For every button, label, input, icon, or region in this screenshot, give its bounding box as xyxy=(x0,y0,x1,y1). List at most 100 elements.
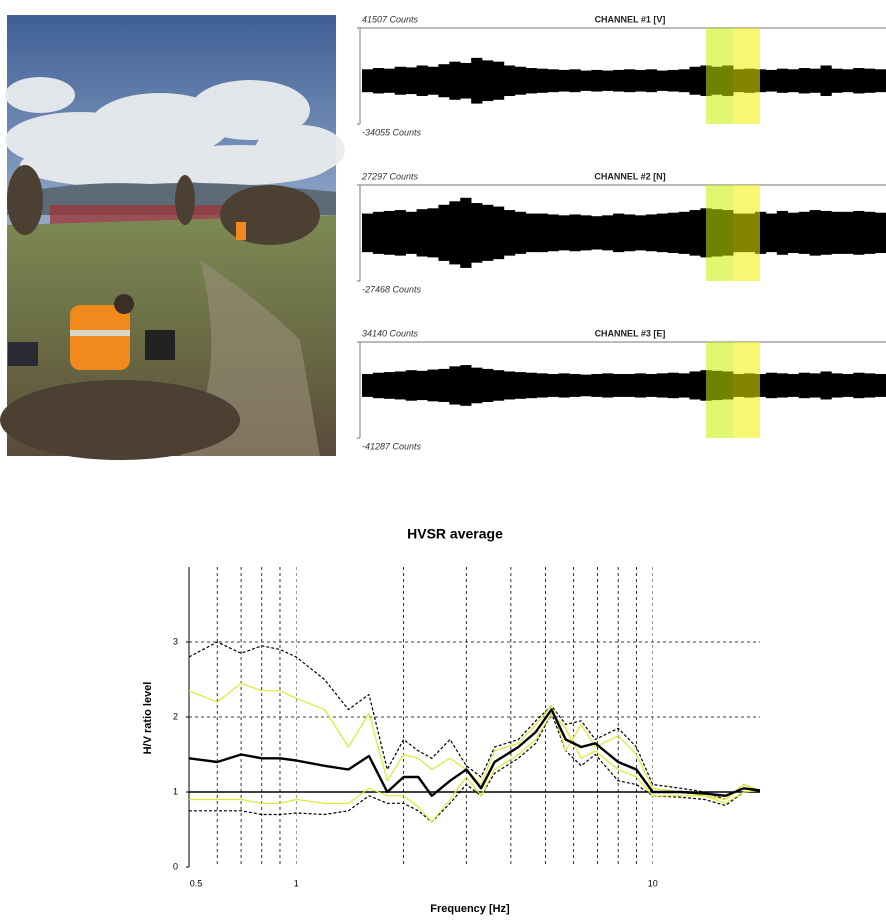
amplitude xyxy=(526,68,537,93)
amplitude xyxy=(559,215,570,250)
amplitude xyxy=(417,65,428,95)
amplitude xyxy=(471,58,482,104)
amplitude xyxy=(526,373,537,398)
amplitude xyxy=(646,214,657,251)
hvsr-chart: HVSR averageFrequency [Hz]H/V ratio leve… xyxy=(142,526,760,915)
amplitude xyxy=(417,371,428,400)
amplitude xyxy=(580,71,591,91)
amplitude xyxy=(362,69,373,92)
hvsr-curve xyxy=(189,710,760,796)
amplitude xyxy=(875,374,886,397)
window-highlight xyxy=(733,342,760,438)
amplitude xyxy=(668,70,679,92)
figure: CHANNEL #1 [V]41507 Counts-34055 CountsC… xyxy=(0,0,886,916)
amplitude xyxy=(777,211,788,255)
amplitude xyxy=(635,70,646,92)
amplitude xyxy=(679,212,690,254)
amplitude xyxy=(864,373,875,397)
amplitude xyxy=(537,373,548,397)
amplitude xyxy=(548,374,559,397)
amplitude xyxy=(438,369,449,402)
amplitude xyxy=(515,67,526,95)
amplitude xyxy=(799,68,810,93)
amplitude xyxy=(526,214,537,253)
amplitude xyxy=(679,373,690,397)
amplitude xyxy=(569,374,580,397)
amplitude xyxy=(821,211,832,255)
window-highlight xyxy=(706,28,733,124)
y-tick-label: -41287 Counts xyxy=(362,441,422,451)
amplitude xyxy=(788,69,799,92)
amplitude xyxy=(515,372,526,399)
amplitude xyxy=(766,70,777,92)
amplitude xyxy=(384,211,395,255)
amplitude xyxy=(646,69,657,92)
amplitude xyxy=(831,69,842,93)
amplitude xyxy=(417,209,428,256)
amplitude xyxy=(635,215,646,250)
amplitude xyxy=(395,67,406,95)
amplitude xyxy=(449,201,460,264)
amplitude xyxy=(875,69,886,92)
amplitude xyxy=(810,210,821,256)
window-highlight xyxy=(733,185,760,281)
amplitude xyxy=(504,210,515,256)
channel-title: CHANNEL #2 [N] xyxy=(594,171,665,181)
amplitude xyxy=(482,205,493,261)
amplitude xyxy=(602,373,613,397)
amplitude xyxy=(613,374,624,397)
operator-far xyxy=(236,222,246,240)
amplitude xyxy=(580,215,591,250)
y-tick-label: 41507 Counts xyxy=(362,14,419,24)
amplitude xyxy=(679,69,690,92)
amplitude xyxy=(559,373,570,397)
amplitude xyxy=(657,71,668,91)
site-photo xyxy=(0,15,345,460)
amplitude xyxy=(373,212,384,254)
hvsr-curve xyxy=(189,683,760,799)
amplitude xyxy=(842,374,853,397)
x-tick-label: 1 xyxy=(294,878,299,888)
window-highlight xyxy=(706,185,733,281)
y-tick-label: 34140 Counts xyxy=(362,328,419,338)
amplitude xyxy=(602,71,613,91)
amplitude xyxy=(428,208,439,257)
amplitude xyxy=(810,373,821,397)
amplitude xyxy=(853,373,864,398)
amplitude xyxy=(646,374,657,397)
amplitude xyxy=(842,69,853,92)
window-highlight xyxy=(733,28,760,124)
amplitude xyxy=(471,368,482,404)
amplitude xyxy=(438,64,449,97)
y-tick-label: -27468 Counts xyxy=(362,284,422,294)
amplitude xyxy=(690,210,701,256)
channel-title: CHANNEL #3 [E] xyxy=(595,328,666,338)
amplitude xyxy=(864,69,875,93)
amplitude xyxy=(548,69,559,92)
amplitude xyxy=(613,70,624,92)
amplitude xyxy=(362,214,373,253)
amplitude xyxy=(373,68,384,93)
amplitude xyxy=(875,213,886,253)
amplitude xyxy=(449,366,460,404)
amplitude xyxy=(460,63,471,99)
amplitude xyxy=(842,212,853,254)
amplitude xyxy=(569,214,580,251)
amplitude xyxy=(602,215,613,250)
hvsr-curve xyxy=(189,713,760,822)
amplitude xyxy=(624,69,635,92)
y-tick-label: 1 xyxy=(173,786,178,796)
y-tick-label: -34055 Counts xyxy=(362,127,422,137)
amplitude xyxy=(395,371,406,399)
amplitude xyxy=(821,371,832,399)
amplitude xyxy=(853,211,864,255)
amplitude xyxy=(449,62,460,100)
amplitude xyxy=(766,214,777,253)
amplitude xyxy=(668,373,679,398)
amplitude xyxy=(853,68,864,93)
y-axis-label: H/V ratio level xyxy=(142,682,154,755)
x-tick-label: 10 xyxy=(648,878,658,888)
amplitude xyxy=(580,375,591,397)
amplitude xyxy=(788,213,799,253)
amplitude xyxy=(635,373,646,397)
